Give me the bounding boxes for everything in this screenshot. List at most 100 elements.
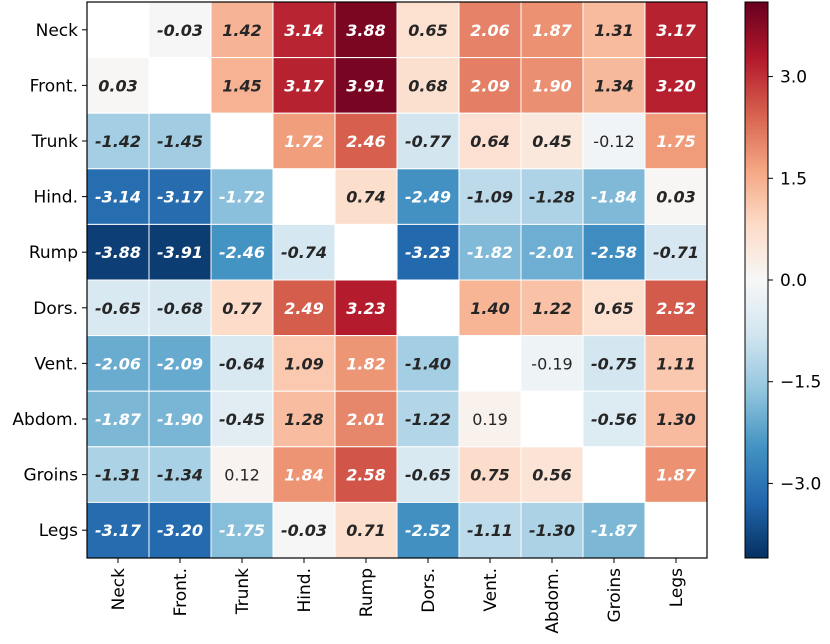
cell-value-label: -1.34 [157,466,203,485]
heatmap-cell [644,168,708,225]
cell-value-label: 1.87 [656,466,696,485]
row-tick-label: Abdom. [12,410,78,430]
cell-value-label: -3.14 [95,188,141,207]
cell-value-label: -1.28 [529,188,575,207]
heatmap-cell [272,279,336,337]
heatmap-cell [396,1,460,59]
heatmap-cell [582,446,646,503]
cell-value-label: -1.40 [405,354,451,373]
row-tick-label: Dors. [33,299,78,319]
column-tick-label: Abdom. [543,568,563,634]
colorbar-ticks: 3.0 1.5 0.0 −1.5 −3.0 [768,68,821,494]
cell-value-label: 0.56 [532,466,571,485]
heatmap-cell [86,335,150,392]
heatmap-cell [396,279,460,337]
cell-value-label: 0.65 [408,21,447,40]
cell-value-label: 3.14 [284,21,323,40]
heatmap-cell [582,390,646,448]
heatmap-cell [210,446,274,503]
cell-value-label: 3.20 [656,76,695,95]
heatmap-cell [644,501,708,559]
cell-value-label: -3.23 [405,243,451,262]
heatmap-cell [148,1,212,59]
cell-value-label: -0.19 [531,354,572,373]
heatmap-cell [272,168,336,225]
heatmap-cell [520,112,584,170]
cell-value-label: -1.75 [219,521,265,540]
cell-value-label: -3.88 [95,243,141,262]
heatmap-cell [520,446,584,503]
heatmap-cell [272,501,336,559]
cell-value-label: -2.46 [219,243,265,262]
cell-value-label: -2.58 [591,243,637,262]
heatmap-cell [582,223,646,281]
cell-value-label: -0.75 [591,354,637,373]
cell-value-label: 1.87 [532,21,572,40]
heatmap-cell [272,57,336,114]
cell-value-label: -3.91 [157,243,203,262]
cell-value-label: 1.82 [346,354,385,373]
heatmap-cell [520,390,584,448]
cell-value-label: -2.49 [405,188,451,207]
heatmap-cell [86,501,150,559]
heatmap-cell [334,446,398,503]
row-tick-label: Front. [30,76,78,96]
heatmap-cell [396,168,460,225]
cell-value-label: 1.40 [470,299,509,318]
heatmap-cell [148,390,212,448]
cell-value-label: -1.72 [219,188,265,207]
row-tick-label: Legs [39,521,78,541]
cell-value-label: 1.72 [284,132,323,151]
cell-value-label: -2.09 [157,354,203,373]
heatmap-cell [582,279,646,337]
row-tick-label: Vent. [34,354,78,374]
cell-value-label: 1.09 [284,354,323,373]
colorbar-tick-label: −1.5 [780,373,821,393]
heatmap-cell [520,335,584,392]
cell-value-label: 3.23 [346,299,385,318]
cell-value-label: 1.90 [532,76,571,95]
cell-value-label: -1.90 [157,410,203,429]
cell-value-label: 3.91 [346,76,385,95]
heatmap-cell [210,112,274,170]
cell-value-label: -1.82 [467,243,513,262]
heatmap-cell [334,223,398,281]
heatmap-cell [86,112,150,170]
cell-value-label: 0.75 [470,466,509,485]
heatmap-cell [396,223,460,281]
cell-value-label: 1.45 [222,76,261,95]
heatmap-cell [148,223,212,281]
cell-value-label: 0.12 [224,466,260,485]
heatmap-frame [86,1,708,559]
heatmap-cell [458,168,522,225]
column-tick-label: Groins [605,568,625,623]
cell-value-label: 1.11 [656,354,695,373]
column-tick-label: Dors. [419,568,439,613]
heatmap-cell [86,168,150,225]
cell-value-label: 2.06 [470,21,509,40]
cell-value-label: -0.03 [281,521,327,540]
cell-value-label: -0.03 [157,21,203,40]
cell-value-label: -0.68 [157,299,203,318]
heatmap-cell [334,501,398,559]
cell-value-label: -0.64 [219,354,265,373]
cell-value-label: -0.65 [405,466,451,485]
cell-value-label: -0.12 [593,132,634,151]
heatmap-cell [334,112,398,170]
cell-value-label: -3.20 [157,521,203,540]
heatmap-cell [210,279,274,337]
cell-value-label: 2.49 [284,299,323,318]
heatmap-cell [458,335,522,392]
cell-value-label: -0.77 [405,132,452,151]
heatmap-cell [210,390,274,448]
heatmap-cell [458,390,522,448]
heatmap-cell [148,57,212,114]
heatmap-cell [458,501,522,559]
row-tick-labels: Neck Front. Trunk Hind. Rump Dors. Vent. Abdom.… [12,21,87,541]
cell-value-label: -1.87 [591,521,638,540]
cell-value-label: 0.68 [408,76,447,95]
heatmap-cell [458,446,522,503]
cell-value-label: -1.87 [95,410,142,429]
cell-value-label: 2.58 [346,466,385,485]
cell-value-label: -0.56 [591,410,637,429]
